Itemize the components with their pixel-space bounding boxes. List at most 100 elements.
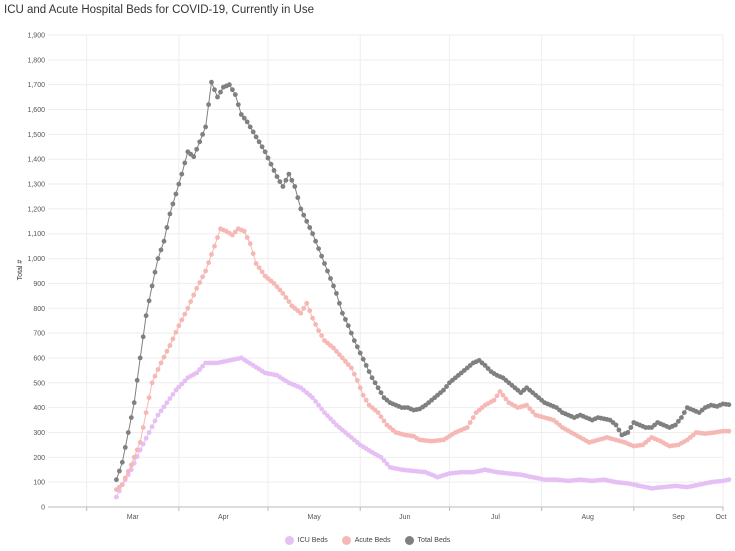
- data-point: [125, 430, 131, 435]
- data-point: [292, 184, 298, 189]
- data-point: [158, 408, 164, 414]
- data-point: [628, 425, 634, 430]
- data-point: [203, 268, 209, 274]
- y-tick-label: 800: [33, 306, 45, 313]
- data-point: [209, 252, 214, 257]
- data-point: [304, 300, 310, 306]
- data-point: [117, 468, 122, 474]
- data-point: [467, 420, 473, 425]
- data-point: [241, 115, 247, 121]
- data-point: [337, 352, 342, 357]
- data-point: [298, 206, 304, 212]
- data-point: [625, 430, 631, 435]
- data-point: [325, 413, 330, 419]
- data-point: [343, 358, 348, 364]
- data-point: [173, 387, 179, 393]
- series-group: [114, 79, 732, 500]
- data-point: [482, 363, 488, 368]
- data-point: [125, 469, 131, 474]
- data-point: [497, 389, 503, 394]
- data-point: [197, 139, 203, 145]
- data-point: [334, 348, 339, 354]
- chart-title: ICU and Acute Hospital Beds for COVID-19…: [4, 4, 314, 16]
- data-point: [227, 82, 232, 88]
- data-point: [119, 459, 125, 465]
- y-axis-label: Total #: [17, 260, 24, 281]
- data-point: [179, 381, 185, 387]
- data-point: [131, 454, 137, 460]
- data-point: [313, 238, 318, 244]
- data-point: [485, 366, 491, 371]
- series-line: [115, 80, 729, 480]
- data-point: [230, 232, 235, 238]
- data-point: [137, 440, 143, 445]
- data-point: [307, 225, 313, 230]
- data-point: [331, 283, 336, 289]
- data-point: [244, 119, 250, 125]
- data-point: [209, 79, 214, 85]
- data-point: [325, 268, 330, 274]
- data-point: [185, 305, 191, 311]
- data-point: [345, 362, 351, 367]
- y-tick-label: 200: [33, 455, 45, 462]
- data-point: [188, 299, 194, 304]
- data-point: [673, 422, 678, 428]
- data-point: [277, 179, 283, 185]
- data-point: [726, 402, 732, 408]
- data-point: [613, 422, 619, 428]
- x-tick-label: Sep: [672, 514, 685, 521]
- data-point: [114, 494, 119, 500]
- data-point: [301, 305, 307, 311]
- data-point: [206, 102, 212, 107]
- data-point: [375, 385, 381, 391]
- data-point: [143, 435, 149, 441]
- y-tick-label: 1,000: [27, 256, 45, 263]
- data-point: [378, 454, 384, 460]
- data-point: [363, 363, 369, 368]
- data-point: [158, 360, 164, 366]
- data-point: [114, 477, 119, 483]
- legend-item[interactable]: ICU Beds: [284, 536, 328, 545]
- data-point: [286, 299, 292, 304]
- data-point: [253, 261, 259, 266]
- data-point: [301, 212, 307, 218]
- data-point: [164, 225, 170, 230]
- data-point: [464, 425, 470, 430]
- data-point: [274, 174, 280, 180]
- data-point: [140, 425, 146, 430]
- data-point: [200, 363, 206, 369]
- data-point: [277, 287, 283, 293]
- data-point: [143, 313, 149, 319]
- data-point: [363, 397, 369, 403]
- data-point: [372, 380, 378, 386]
- legend-item[interactable]: Acute Beds: [341, 536, 391, 545]
- x-tick-label: May: [308, 514, 322, 521]
- data-point: [197, 367, 203, 372]
- legend-label: Acute Beds: [354, 537, 391, 544]
- data-point: [182, 378, 188, 384]
- data-point: [360, 392, 366, 398]
- data-point: [176, 323, 182, 329]
- data-point: [182, 160, 188, 166]
- x-tick-label: Oct: [716, 514, 727, 521]
- data-point: [218, 89, 223, 95]
- data-point: [337, 300, 342, 306]
- x-tick-label: Apr: [218, 514, 230, 521]
- data-point: [381, 458, 387, 463]
- data-point: [280, 184, 286, 189]
- data-point: [384, 461, 390, 467]
- data-point: [241, 228, 247, 234]
- data-point: [307, 308, 313, 314]
- data-point: [527, 406, 533, 411]
- data-point: [378, 414, 384, 420]
- data-point: [170, 336, 176, 342]
- data-point: [319, 406, 324, 412]
- data-point: [378, 390, 384, 396]
- data-point: [212, 243, 217, 249]
- legend-item[interactable]: Total Beds: [404, 536, 450, 545]
- data-point: [259, 144, 265, 150]
- data-point: [316, 246, 321, 252]
- x-tick-label: Aug: [581, 514, 594, 521]
- data-point: [316, 328, 321, 333]
- data-point: [191, 292, 197, 298]
